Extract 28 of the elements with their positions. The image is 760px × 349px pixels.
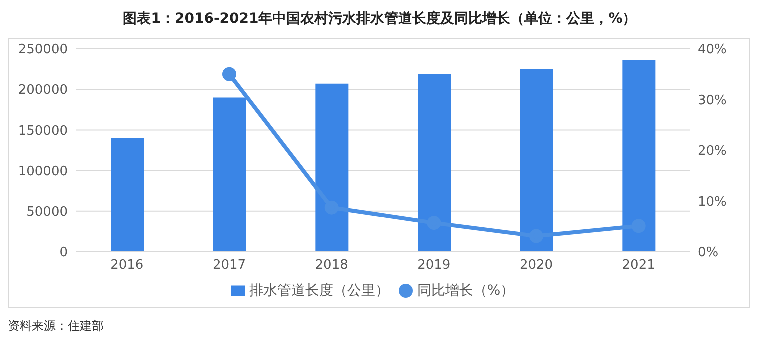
y2-tick-label: 40% [698, 42, 727, 58]
bar [520, 69, 554, 252]
legend-label: 同比增长（%） [417, 283, 515, 299]
bar [316, 84, 349, 252]
y-tick-label: 200000 [18, 83, 68, 98]
bar [213, 98, 246, 252]
y-tick-label: 0 [60, 246, 68, 261]
x-tick-label: 2019 [418, 258, 451, 274]
legend-label: 排水管道长度（公里） [249, 283, 390, 299]
chart-title: 图表1：2016-2021年中国农村污水排水管道长度及同比增长（单位：公里，%） [122, 10, 638, 29]
bar [622, 60, 656, 252]
x-tick-label: 2018 [315, 258, 348, 274]
y2-tick-label: 20% [698, 144, 727, 160]
y2-tick-label: 30% [698, 93, 727, 108]
bar [111, 138, 144, 252]
text: 资料来源：住建部 [8, 318, 105, 335]
x-tick-label: 2016 [110, 258, 144, 274]
point [222, 67, 236, 82]
x-tick-label: 2021 [622, 258, 656, 274]
y-tick-label: 50000 [26, 205, 68, 220]
x-tick-label: 2017 [212, 258, 246, 274]
y-tick-label: 150000 [18, 124, 68, 139]
y-tick-label: 250000 [18, 42, 68, 58]
y2-tick-label: 10% [698, 194, 727, 210]
x-tick-label: 2020 [520, 258, 554, 274]
y2-tick-label: 0% [698, 246, 719, 261]
y-tick-label: 100000 [18, 164, 68, 180]
bar [418, 74, 451, 252]
